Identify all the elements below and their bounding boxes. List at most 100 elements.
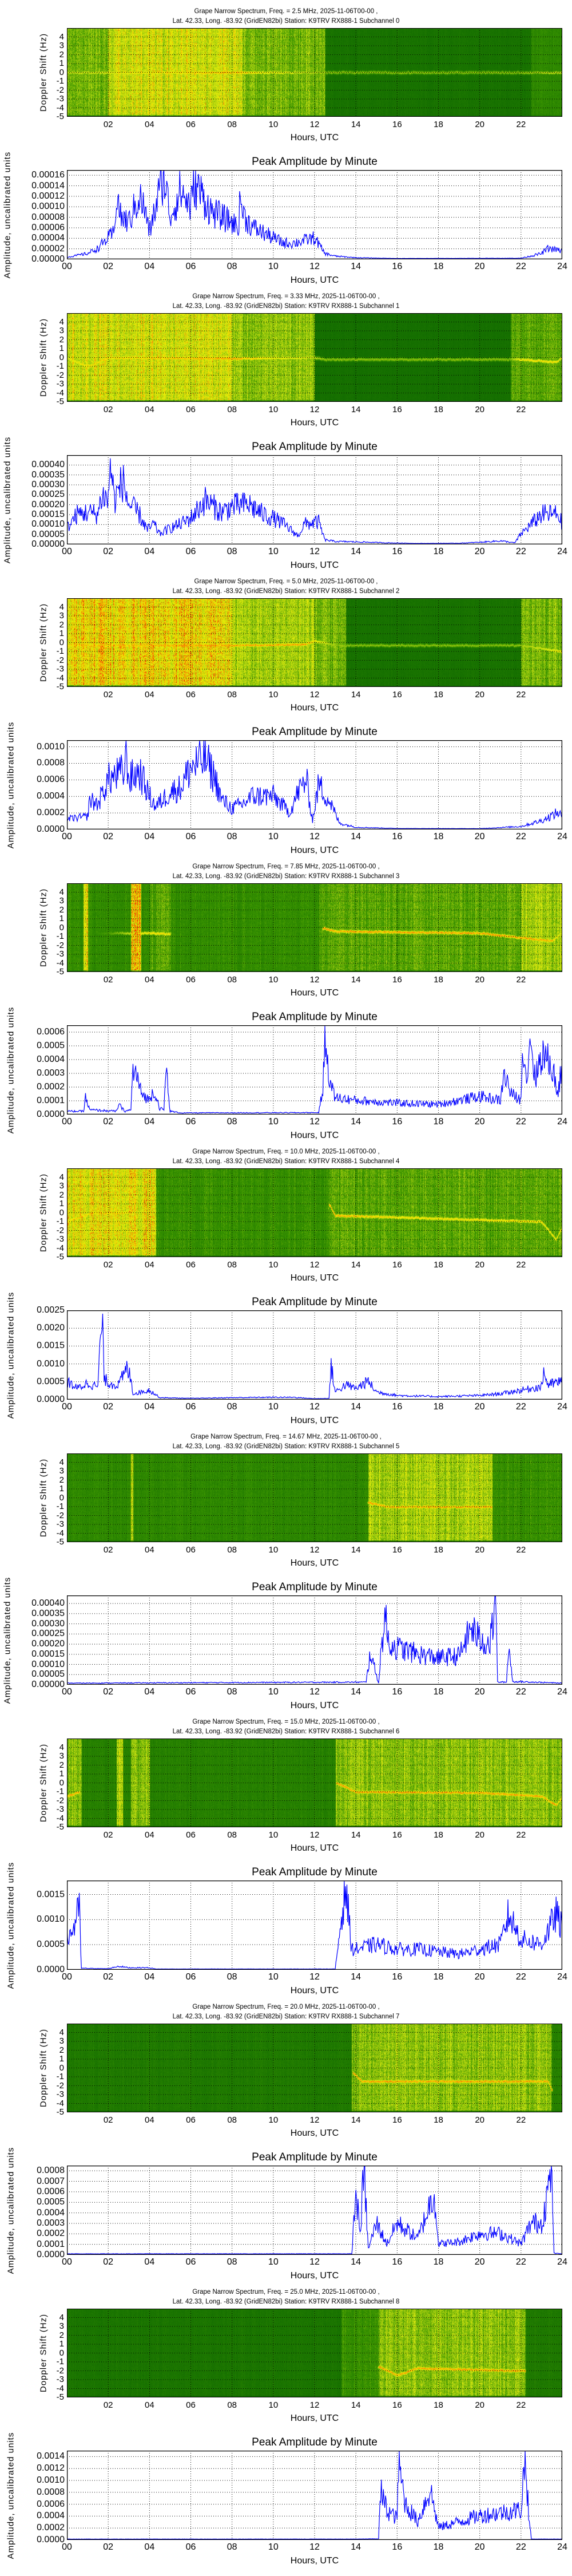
amp-y-axis-label: Amplitude, uncalibrated units bbox=[6, 2432, 16, 2559]
spec-x-tick-label: 04 bbox=[144, 690, 154, 700]
spec-x-tick-label: 06 bbox=[186, 975, 196, 985]
amp-y-tick-label: 0.0008 bbox=[37, 2166, 65, 2176]
amp-x-tick-label: 24 bbox=[557, 1687, 567, 1697]
spectrum-title: Grape Narrow Spectrum, Freq. = 3.33 MHz,… bbox=[192, 293, 380, 300]
amp-x-tick-label: 14 bbox=[351, 1402, 362, 1412]
spec-x-tick-label: 10 bbox=[268, 405, 279, 414]
spec-x-tick-label: 10 bbox=[268, 2400, 279, 2410]
spec-y-tick-label: -2 bbox=[56, 85, 64, 95]
amp-x-tick-label: 04 bbox=[144, 1402, 155, 1412]
subtitle-text: Lat. 42.33, Long. -83.92 (GridEN82bi) St… bbox=[172, 18, 394, 25]
subtitle-text: Lat. 42.33, Long. -83.92 (GridEN82bi) St… bbox=[172, 1158, 394, 1165]
amp-x-tick-label: 12 bbox=[309, 1972, 320, 1982]
spec-x-tick-label: 06 bbox=[186, 2400, 196, 2410]
amp-x-tick-label: 22 bbox=[515, 1117, 526, 1127]
amp-x-tick-label: 00 bbox=[62, 1687, 72, 1697]
amp-x-tick-label: 02 bbox=[103, 2542, 114, 2552]
spectrum-subtitle: Lat. 42.33, Long. -83.92 (GridEN82bi) St… bbox=[0, 303, 572, 310]
spec-x-tick-label: 04 bbox=[144, 2115, 154, 2125]
spec-x-tick-label: 08 bbox=[227, 1545, 237, 1555]
amp-y-tick-label: 0.0003 bbox=[37, 2218, 65, 2228]
amplitude-plot bbox=[67, 1595, 562, 1685]
spec-x-tick-label: 18 bbox=[434, 1545, 443, 1555]
spec-y-tick-label: -2 bbox=[56, 370, 64, 380]
spec-y-tick-label: -1 bbox=[56, 2357, 64, 2366]
amp-x-tick-label: 24 bbox=[557, 2542, 567, 2552]
spec-frame bbox=[67, 1168, 562, 1257]
spec-x-tick-label: 12 bbox=[309, 1545, 320, 1555]
amp-y-tick-label: 0.00040 bbox=[31, 460, 65, 470]
subtitle-text: Lat. 42.33, Long. -83.92 (GridEN82bi) St… bbox=[172, 1443, 394, 1450]
amp-title: Peak Amplitude by Minute bbox=[252, 156, 378, 168]
amp-y-tick-label: 0.0001 bbox=[37, 2239, 65, 2249]
amp-y-tick-label: 0.0000 bbox=[37, 1965, 65, 1974]
spec-x-tick-label: 20 bbox=[475, 2115, 484, 2125]
amplitude-series-line bbox=[67, 1880, 562, 1970]
spec-x-axis-label: Hours, UTC bbox=[290, 1273, 339, 1283]
spectrogram-grid bbox=[67, 1453, 562, 1542]
amp-y-tick-label: 0.00004 bbox=[31, 233, 65, 243]
spec-x-tick-label: 02 bbox=[103, 1830, 113, 1840]
spec-x-tick-label: 02 bbox=[103, 1545, 113, 1555]
subchannel-number: 4 bbox=[396, 1158, 400, 1165]
amp-y-tick-label: 0.0000 bbox=[37, 824, 65, 834]
amp-y-tick-label: 0.00015 bbox=[31, 1649, 65, 1659]
amp-x-tick-label: 24 bbox=[557, 547, 567, 556]
spec-y-tick-label: 4 bbox=[59, 1457, 64, 1467]
amp-y-tick-label: 0.00035 bbox=[31, 1608, 65, 1618]
amp-x-tick-label: 08 bbox=[227, 832, 237, 841]
spec-x-tick-label: 20 bbox=[475, 1545, 484, 1555]
spec-x-tick-label: 12 bbox=[309, 120, 320, 129]
amp-x-tick-label: 14 bbox=[351, 1117, 362, 1127]
spec-y-axis-label: Doppler Shift (Hz) bbox=[38, 33, 49, 112]
spec-x-tick-label: 20 bbox=[475, 690, 484, 700]
amplitude-plot bbox=[67, 2166, 562, 2255]
amp-y-tick-label: 0.0005 bbox=[37, 1939, 65, 1950]
amp-x-tick-label: 20 bbox=[474, 1402, 485, 1412]
spectrum-subtitle: Lat. 42.33, Long. -83.92 (GridEN82bi) St… bbox=[0, 1158, 572, 1165]
spec-y-tick-label: 0 bbox=[59, 352, 64, 362]
spec-y-tick-label: -3 bbox=[56, 949, 64, 959]
amp-x-tick-label: 14 bbox=[351, 2542, 362, 2552]
amp-x-tick-label: 10 bbox=[268, 1402, 279, 1412]
amp-x-tick-label: 06 bbox=[185, 1402, 196, 1412]
spec-y-tick-label: -5 bbox=[56, 967, 64, 977]
spectrum-subtitle: Lat. 42.33, Long. -83.92 (GridEN82bi) St… bbox=[0, 588, 572, 595]
amp-x-tick-label: 18 bbox=[433, 262, 444, 271]
spec-x-tick-label: 12 bbox=[309, 1830, 320, 1840]
amp-y-tick-label: 0.0005 bbox=[37, 1041, 65, 1050]
spec-x-axis-label: Hours, UTC bbox=[290, 1843, 339, 1853]
spec-x-tick-label: 22 bbox=[516, 2400, 526, 2410]
amp-x-tick-label: 10 bbox=[268, 1117, 279, 1127]
spec-x-tick-label: 12 bbox=[309, 2115, 320, 2125]
spec-x-tick-label: 16 bbox=[392, 690, 402, 700]
spec-y-axis-label: Doppler Shift (Hz) bbox=[38, 318, 49, 397]
spec-x-tick-label: 16 bbox=[392, 1260, 402, 1270]
spec-x-tick-label: 22 bbox=[516, 405, 526, 414]
spec-y-tick-label: -1 bbox=[56, 1216, 64, 1226]
spec-x-tick-label: 14 bbox=[351, 2115, 361, 2125]
amp-frame bbox=[67, 2166, 562, 2255]
amp-y-axis-label: Amplitude, uncalibrated units bbox=[2, 436, 13, 564]
amp-y-tick-label: 0.0010 bbox=[37, 2475, 65, 2485]
amp-x-tick-label: 00 bbox=[62, 262, 72, 271]
spectrum-title: Grape Narrow Spectrum, Freq. = 15.0 MHz,… bbox=[192, 1718, 380, 1725]
amp-y-tick-label: 0.00005 bbox=[31, 529, 65, 539]
spec-x-tick-label: 22 bbox=[516, 1260, 526, 1270]
amp-title: Peak Amplitude by Minute bbox=[252, 441, 378, 453]
amp-x-tick-label: 20 bbox=[474, 1972, 485, 1982]
amp-y-tick-label: 0.0006 bbox=[37, 2499, 65, 2509]
amp-x-tick-label: 22 bbox=[515, 547, 526, 556]
amp-x-tick-label: 08 bbox=[227, 2257, 237, 2267]
amp-y-axis-label: Amplitude, uncalibrated units bbox=[6, 721, 16, 849]
spec-x-axis-label: Hours, UTC bbox=[290, 133, 339, 143]
spec-y-axis-label: Doppler Shift (Hz) bbox=[38, 888, 49, 967]
amp-y-tick-label: 0.0002 bbox=[37, 808, 65, 818]
spec-y-tick-label: 3 bbox=[59, 2036, 64, 2046]
spec-y-axis-label: Doppler Shift (Hz) bbox=[38, 603, 49, 682]
amp-x-tick-label: 06 bbox=[185, 2542, 196, 2552]
spectrum-title: Grape Narrow Spectrum, Freq. = 14.67 MHz… bbox=[190, 1433, 382, 1440]
amp-x-axis-label: Hours, UTC bbox=[290, 846, 339, 855]
spec-y-tick-label: -5 bbox=[56, 1822, 64, 1832]
amp-x-tick-label: 16 bbox=[392, 832, 403, 841]
